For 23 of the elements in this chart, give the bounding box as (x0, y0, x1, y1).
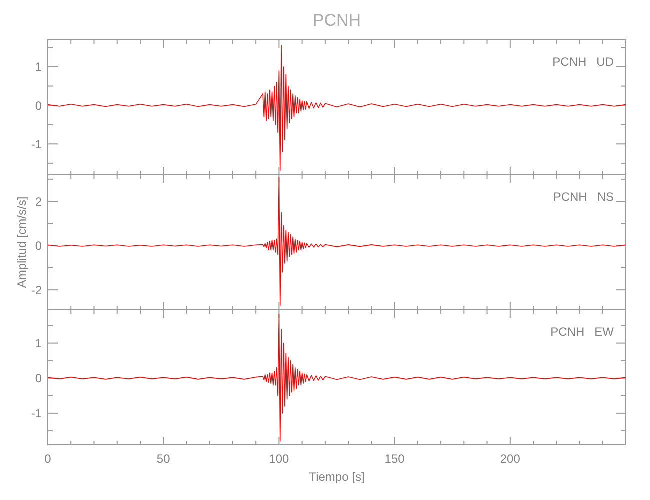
x-tick-label: 100 (269, 452, 290, 466)
annotation: PCNH UD (552, 55, 614, 69)
y-tick-label: 1 (35, 336, 42, 351)
x-tick-label: 50 (156, 452, 171, 466)
annotation: PCNH EW (550, 325, 615, 339)
y-tick-label: 1 (35, 60, 42, 74)
line-series (48, 176, 626, 306)
y-tick-label: 0 (35, 372, 42, 386)
x-tick-label: 0 (44, 452, 52, 466)
y-tick-label: 0 (35, 239, 42, 254)
chart-title: PCNH (312, 11, 362, 30)
y-tick-label: 0 (35, 98, 42, 113)
line-series (48, 314, 626, 442)
line-series (48, 45, 626, 172)
x-axis-title: Tiempo [s] (309, 470, 365, 484)
y-tick-label: 2 (35, 194, 42, 209)
x-tick-label: 150 (384, 452, 406, 466)
y-tick-label: -1 (31, 406, 42, 421)
annotation: PCNH NS (553, 190, 614, 204)
x-tick-label: 200 (500, 452, 521, 466)
y-tick-label: -1 (31, 137, 42, 152)
y-axis-title: Amplitud [cm/s/s] (15, 196, 29, 288)
y-tick-label: -2 (31, 283, 42, 298)
